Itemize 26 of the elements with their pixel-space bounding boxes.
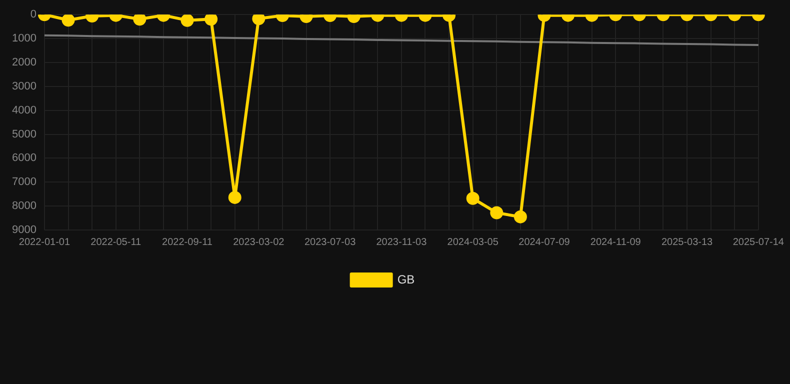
x-tick-label: 2022-05-11 (90, 236, 142, 248)
x-tick-label: 2024-07-09 (518, 236, 570, 248)
y-tick-label: 4000 (12, 104, 36, 116)
x-tick-label: 2025-07-14 (732, 236, 784, 248)
y-tick-label: 0 (30, 8, 36, 21)
y-tick-label: 2000 (12, 56, 36, 68)
x-tick-label: 2022-09-11 (162, 236, 213, 248)
y-tick-label: 6000 (12, 152, 36, 164)
y-tick-label: 7000 (12, 176, 36, 188)
x-tick-label: 2024-03-05 (447, 236, 499, 248)
point (490, 206, 504, 220)
y-tick-label: 5000 (12, 128, 36, 140)
y-tick-label: 8000 (12, 200, 36, 212)
point (228, 190, 242, 204)
y-tick-label: 9000 (12, 224, 36, 236)
point (514, 210, 527, 224)
x-tick-label: 2024-11-09 (590, 236, 642, 248)
point (466, 192, 480, 205)
x-tick-label: 2023-03-02 (233, 236, 285, 248)
y-tick-label: 3000 (12, 80, 36, 92)
x-tick-label: 2022-01-01 (18, 236, 70, 248)
x-tick-label: 2023-11-03 (376, 236, 428, 248)
legend-label: GB (397, 272, 415, 286)
x-tick-label: 2023-07-03 (304, 236, 356, 248)
x-tick-label: 2025-03-13 (661, 236, 714, 248)
y-tick-label: 1000 (12, 32, 36, 45)
